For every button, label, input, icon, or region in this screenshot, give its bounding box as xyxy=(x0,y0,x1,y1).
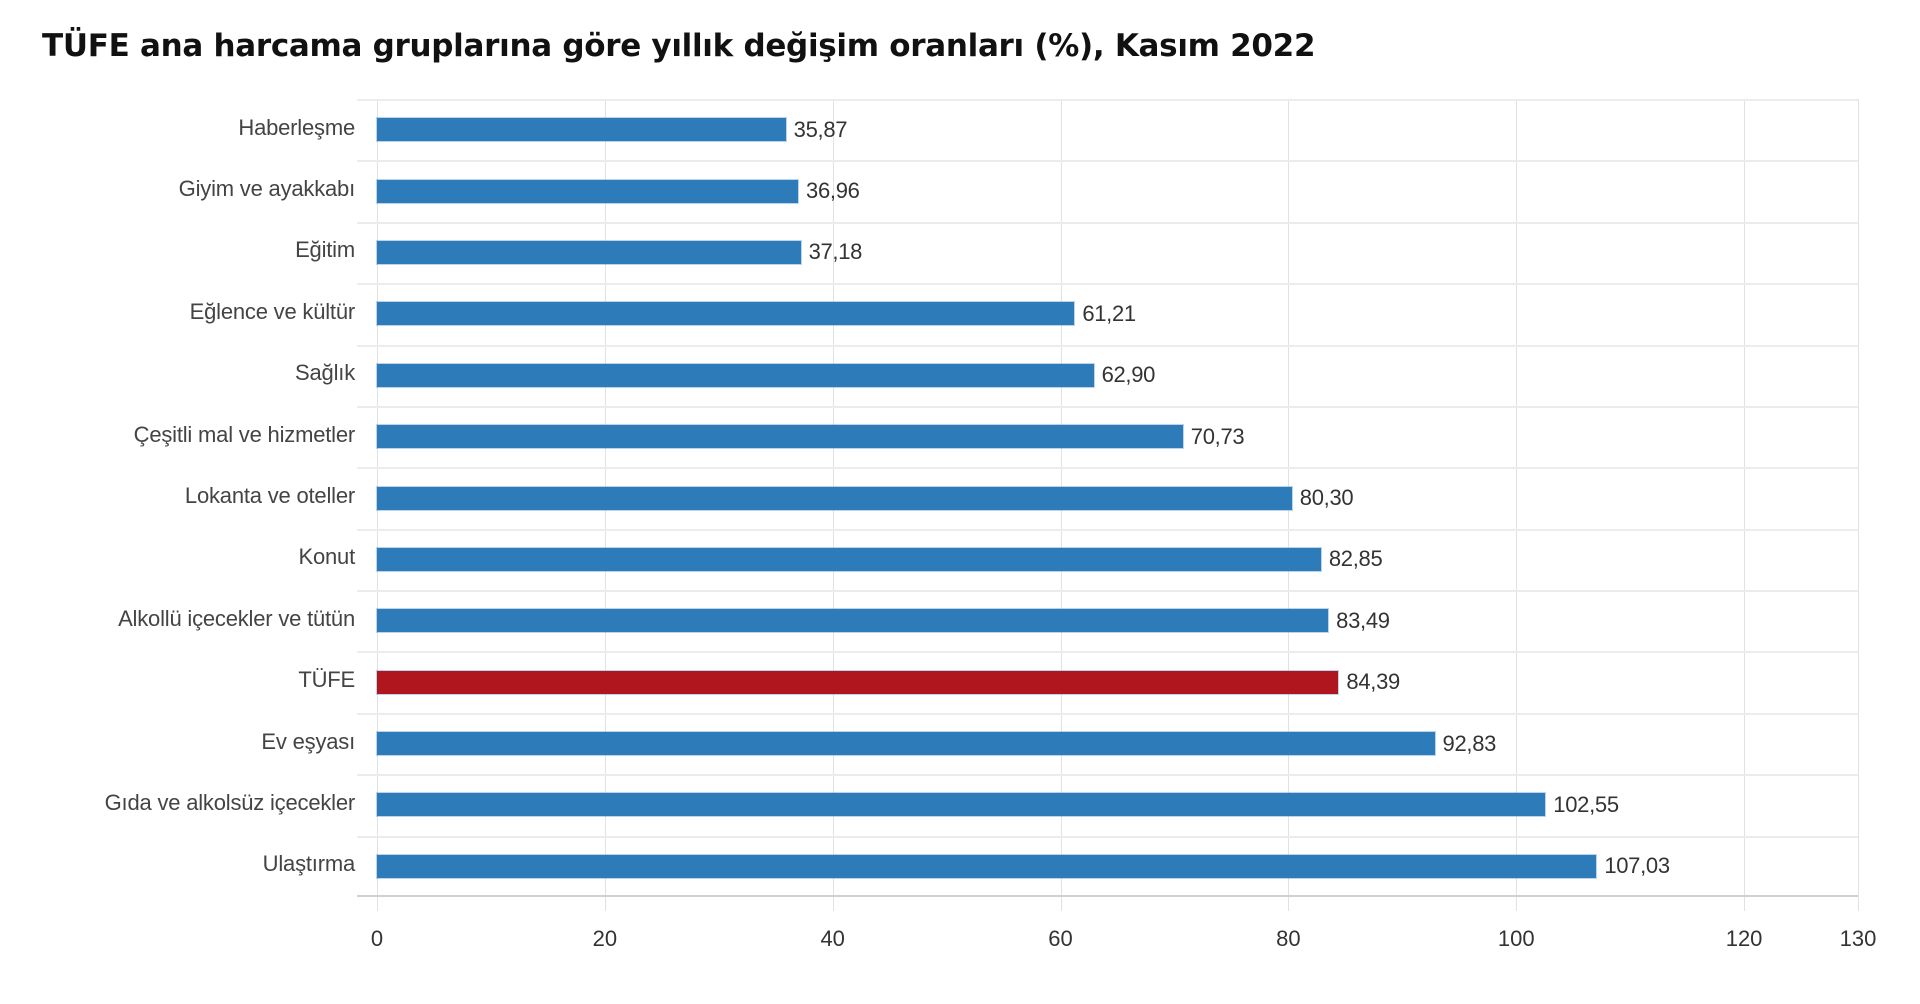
category-label: Haberleşme xyxy=(238,114,355,140)
category-label: Sağlık xyxy=(295,360,355,386)
bar[interactable] xyxy=(377,732,1435,756)
category-separator xyxy=(357,835,1858,838)
bar-value-label: 62,90 xyxy=(1101,362,1156,388)
bar[interactable] xyxy=(377,670,1339,694)
bar-value-label: 61,21 xyxy=(1082,300,1136,326)
x-tick-label: 120 xyxy=(1725,926,1763,951)
category-label: Gıda ve alkolsüz içecekler xyxy=(104,789,356,815)
category-separator xyxy=(357,405,1858,408)
x-tick-label: 40 xyxy=(820,926,845,951)
bar[interactable] xyxy=(377,486,1292,510)
bar[interactable] xyxy=(377,240,801,264)
category-label: TÜFE xyxy=(298,667,355,693)
bar-value-label: 107,03 xyxy=(1604,853,1670,879)
x-tick-label: 130 xyxy=(1839,926,1877,951)
category-label: Giyim ve ayakkabı xyxy=(178,176,356,202)
category-label: Ulaştırma xyxy=(262,851,356,877)
bar[interactable] xyxy=(377,793,1546,817)
category-label: Eğitim xyxy=(295,237,355,263)
bar-value-label: 102,55 xyxy=(1553,791,1619,817)
x-tick-label: 0 xyxy=(370,926,384,951)
gridline-x xyxy=(1516,99,1518,911)
bar-value-label: 84,39 xyxy=(1346,669,1400,695)
gridline-x xyxy=(1858,99,1859,911)
chart-title: TÜFE ana harcama gruplarına göre yıllık … xyxy=(42,28,1316,64)
bar[interactable] xyxy=(377,118,786,142)
category-label: Eğlence ve kültür xyxy=(189,298,356,324)
bar[interactable] xyxy=(377,547,1321,571)
bar[interactable] xyxy=(377,302,1075,326)
category-separator xyxy=(357,344,1858,347)
category-label: Çeşitli mal ve hizmetler xyxy=(133,421,356,447)
category-separator xyxy=(357,467,1858,470)
category-separator xyxy=(357,221,1858,224)
bar[interactable] xyxy=(377,363,1094,387)
bar-value-label: 92,83 xyxy=(1442,730,1497,756)
x-tick-label: 100 xyxy=(1497,926,1535,951)
x-tick-label: 80 xyxy=(1276,926,1301,951)
bar-value-label: 82,85 xyxy=(1328,546,1383,572)
category-separator xyxy=(357,590,1858,593)
category-label: Ev eşyası xyxy=(261,728,355,754)
bar[interactable] xyxy=(377,179,799,203)
x-tick-label: 60 xyxy=(1048,926,1073,951)
category-separator xyxy=(357,651,1858,654)
bar[interactable] xyxy=(377,854,1597,878)
bar[interactable] xyxy=(377,609,1329,633)
bar-value-label: 70,73 xyxy=(1190,423,1245,449)
category-separator xyxy=(357,528,1858,531)
bar-value-label: 36,96 xyxy=(806,178,860,204)
bar-value-label: 37,18 xyxy=(808,239,863,265)
category-label: Alkollü içecekler ve tütün xyxy=(118,605,355,631)
category-label: Lokanta ve oteller xyxy=(184,483,355,508)
x-axis-line xyxy=(357,895,1858,897)
gridline-x xyxy=(1744,99,1746,911)
plot-area: 35,87 36,96 37,18 61,21 62,90 70,73 80,30 82,85… xyxy=(357,99,1859,911)
category-label: Konut xyxy=(298,544,356,570)
bar-value-label: 80,30 xyxy=(1299,485,1354,510)
bar[interactable] xyxy=(377,425,1183,449)
x-tick-label: 20 xyxy=(592,926,618,951)
bar-value-label: 35,87 xyxy=(793,116,848,142)
category-separator xyxy=(357,99,1858,101)
category-separator xyxy=(357,283,1858,286)
bar-value-label: 83,49 xyxy=(1336,607,1390,633)
category-separator xyxy=(357,774,1858,777)
category-separator xyxy=(357,712,1858,715)
category-separator xyxy=(357,160,1858,163)
